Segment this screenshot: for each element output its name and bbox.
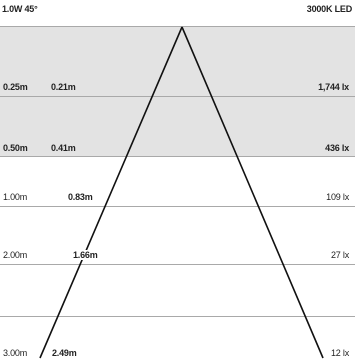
lux-label: 109 lx — [326, 192, 349, 202]
lux-label: 436 lx — [325, 143, 349, 153]
power-angle-label: 1.0W 45° — [2, 4, 38, 14]
diameter-label: 2.49m — [52, 348, 77, 358]
color-temp-label: 3000K LED — [306, 4, 352, 14]
diameter-label: 1.66m — [73, 250, 98, 260]
grid-line — [0, 206, 355, 207]
diameter-label: 0.21m — [51, 82, 76, 92]
beam-left-edge — [39, 26, 183, 359]
distance-label: 1.00m — [3, 192, 28, 202]
distance-label: 3.00m — [3, 348, 28, 358]
distance-label: 0.25m — [3, 82, 28, 92]
grid-line — [0, 156, 355, 157]
grid-line — [0, 316, 355, 317]
distance-label: 0.50m — [3, 143, 28, 153]
shaded-band — [0, 96, 355, 156]
beam-right-edge — [181, 26, 324, 359]
diameter-label: 0.83m — [68, 192, 93, 202]
distance-label: 2.00m — [3, 250, 28, 260]
grid-line — [0, 264, 355, 265]
diameter-label: 0.41m — [51, 143, 76, 153]
lux-label: 27 lx — [330, 250, 349, 260]
lux-label: 12 lx — [330, 348, 349, 358]
grid-line-top — [0, 26, 355, 27]
lux-label: 1,744 lx — [318, 82, 349, 92]
grid-line — [0, 96, 355, 97]
